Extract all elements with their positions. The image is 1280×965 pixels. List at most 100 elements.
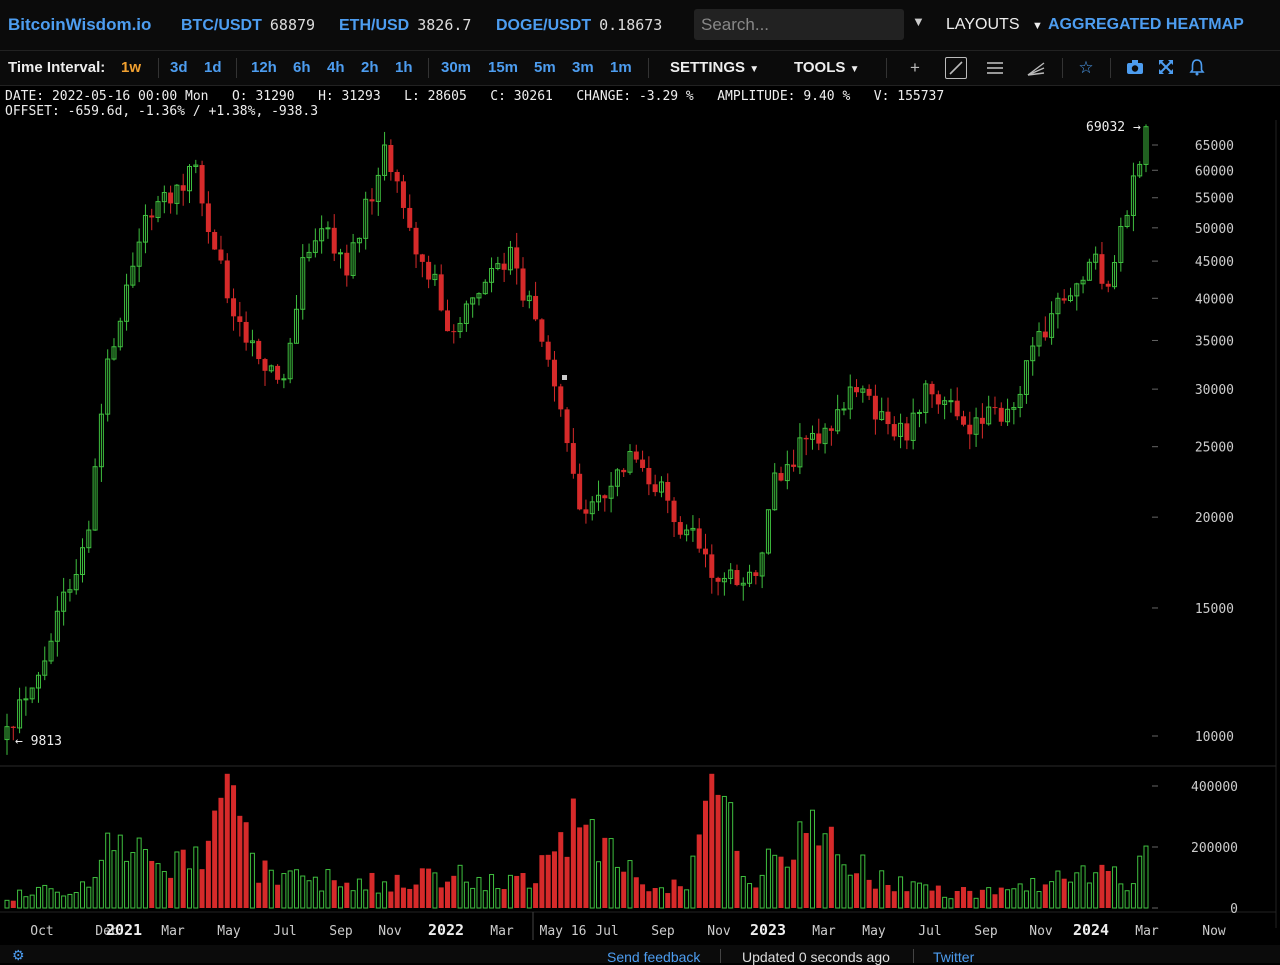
layouts-menu[interactable]: LAYOUTS ▼: [946, 16, 1043, 34]
price-tick-label: 65000: [1195, 139, 1234, 154]
candle-body: [161, 192, 167, 203]
volume-bar: [1112, 866, 1118, 909]
volume-bar: [948, 898, 954, 909]
candle-body: [356, 237, 362, 244]
interval-12h[interactable]: 12h: [251, 59, 277, 76]
volume-bar: [973, 897, 979, 909]
candle-body: [1080, 279, 1086, 285]
candle-body: [293, 308, 299, 344]
candle-body: [879, 411, 885, 420]
candle-body: [457, 322, 463, 333]
interval-4h[interactable]: 4h: [327, 59, 345, 76]
ticker-btc[interactable]: BTC/USDT 68879: [181, 16, 315, 35]
volume-bar: [1042, 884, 1048, 908]
interval-1m[interactable]: 1m: [610, 59, 632, 76]
fan-lines-icon[interactable]: [1025, 57, 1047, 79]
tools-menu[interactable]: TOOLS ▼: [794, 59, 859, 76]
volume-bar: [589, 819, 595, 909]
interval-3d[interactable]: 3d: [170, 59, 188, 76]
candle-body: [168, 192, 174, 204]
twitter-link[interactable]: Twitter: [933, 949, 975, 965]
volume-bar: [879, 870, 885, 909]
volume-bar: [243, 822, 249, 908]
candle-body: [419, 254, 425, 262]
volume-bar: [627, 860, 633, 909]
candle-body: [728, 569, 734, 579]
horizontal-lines-icon[interactable]: [984, 57, 1006, 79]
star-icon[interactable]: ☆: [1078, 58, 1094, 77]
candle-body: [539, 319, 545, 342]
interval-15m[interactable]: 15m: [488, 59, 519, 76]
send-feedback-link[interactable]: Send feedback: [607, 949, 701, 965]
gear-icon[interactable]: ⚙: [12, 947, 25, 963]
volume-bar: [891, 891, 897, 908]
volume-bar: [854, 873, 860, 908]
volume-bar: [319, 890, 325, 909]
search-dropdown-icon[interactable]: ▼: [912, 14, 925, 29]
price-chart[interactable]: 65000 60000 55000 50000 45000 40000 35000 30000…: [0, 120, 1280, 944]
fullscreen-icon[interactable]: [1155, 57, 1177, 79]
candle-body: [872, 395, 878, 420]
volume-bar: [325, 869, 331, 909]
candle-body: [778, 473, 784, 481]
candle-body: [1036, 331, 1042, 347]
volume-bar: [10, 900, 16, 908]
candle-body: [300, 257, 306, 310]
volume-bar: [1086, 882, 1092, 909]
divider: [428, 58, 429, 78]
time-axis-label: Jul: [918, 924, 941, 939]
interval-30m[interactable]: 30m: [441, 59, 472, 76]
interval-3m[interactable]: 3m: [572, 59, 594, 76]
ticker-doge[interactable]: DOGE/USDT 0.18673: [496, 16, 662, 35]
interval-5m[interactable]: 5m: [534, 59, 556, 76]
divider: [913, 949, 914, 963]
candle-body: [400, 181, 406, 208]
price-tick-label: 30000: [1195, 383, 1234, 398]
interval-1h[interactable]: 1h: [395, 59, 413, 76]
candle-body: [765, 509, 771, 554]
volume-bar: [231, 785, 237, 908]
volume-bar: [935, 885, 941, 908]
volume-bar: [671, 879, 677, 908]
time-axis-label: 2022: [428, 921, 464, 939]
time-axis-label: Sep: [974, 924, 998, 939]
candle-body: [394, 172, 400, 182]
price-tick-label: 15000: [1195, 602, 1234, 617]
interval-6h[interactable]: 6h: [293, 59, 311, 76]
candle-body: [828, 428, 834, 431]
time-axis-label: Mar: [161, 924, 185, 939]
bell-icon[interactable]: [1186, 57, 1208, 79]
volume-bar: [268, 869, 274, 909]
divider: [886, 58, 887, 78]
candle-body: [4, 726, 10, 741]
candle-body: [224, 260, 230, 299]
interval-1d[interactable]: 1d: [204, 59, 222, 76]
volume-bar: [495, 888, 501, 909]
ticker-symbol: ETH/USD: [339, 17, 410, 34]
candle-body: [350, 242, 356, 276]
interval-2h[interactable]: 2h: [361, 59, 379, 76]
footer-bar: ⚙ Send feedback Updated 0 seconds ago Tw…: [0, 945, 1280, 965]
updated-status: Updated 0 seconds ago: [742, 949, 890, 965]
search-input[interactable]: Search...: [694, 9, 904, 40]
candle-body: [734, 570, 740, 586]
volume-bar: [356, 878, 362, 909]
candle-body: [583, 509, 589, 514]
settings-menu[interactable]: SETTINGS ▼: [670, 59, 759, 76]
crosshair-icon[interactable]: +: [910, 58, 920, 77]
aggregated-heatmap-link[interactable]: AGGREGATED HEATMAP: [1048, 16, 1244, 33]
site-logo[interactable]: BitcoinWisdom.io: [8, 15, 152, 34]
candle-body: [312, 240, 318, 253]
camera-icon[interactable]: [1124, 57, 1146, 79]
candle-body: [841, 408, 847, 411]
volume-bar: [281, 873, 287, 909]
volume-bar: [734, 850, 740, 908]
candle-body: [602, 495, 608, 499]
max-price-label: 69032 →: [1086, 120, 1141, 135]
trend-line-icon[interactable]: [945, 57, 967, 79]
ticker-eth[interactable]: ETH/USD 3826.7: [339, 16, 471, 35]
volume-bar: [344, 882, 350, 908]
volume-bar: [765, 848, 771, 909]
interval-1w[interactable]: 1w: [121, 59, 142, 76]
candle-body: [281, 378, 287, 381]
